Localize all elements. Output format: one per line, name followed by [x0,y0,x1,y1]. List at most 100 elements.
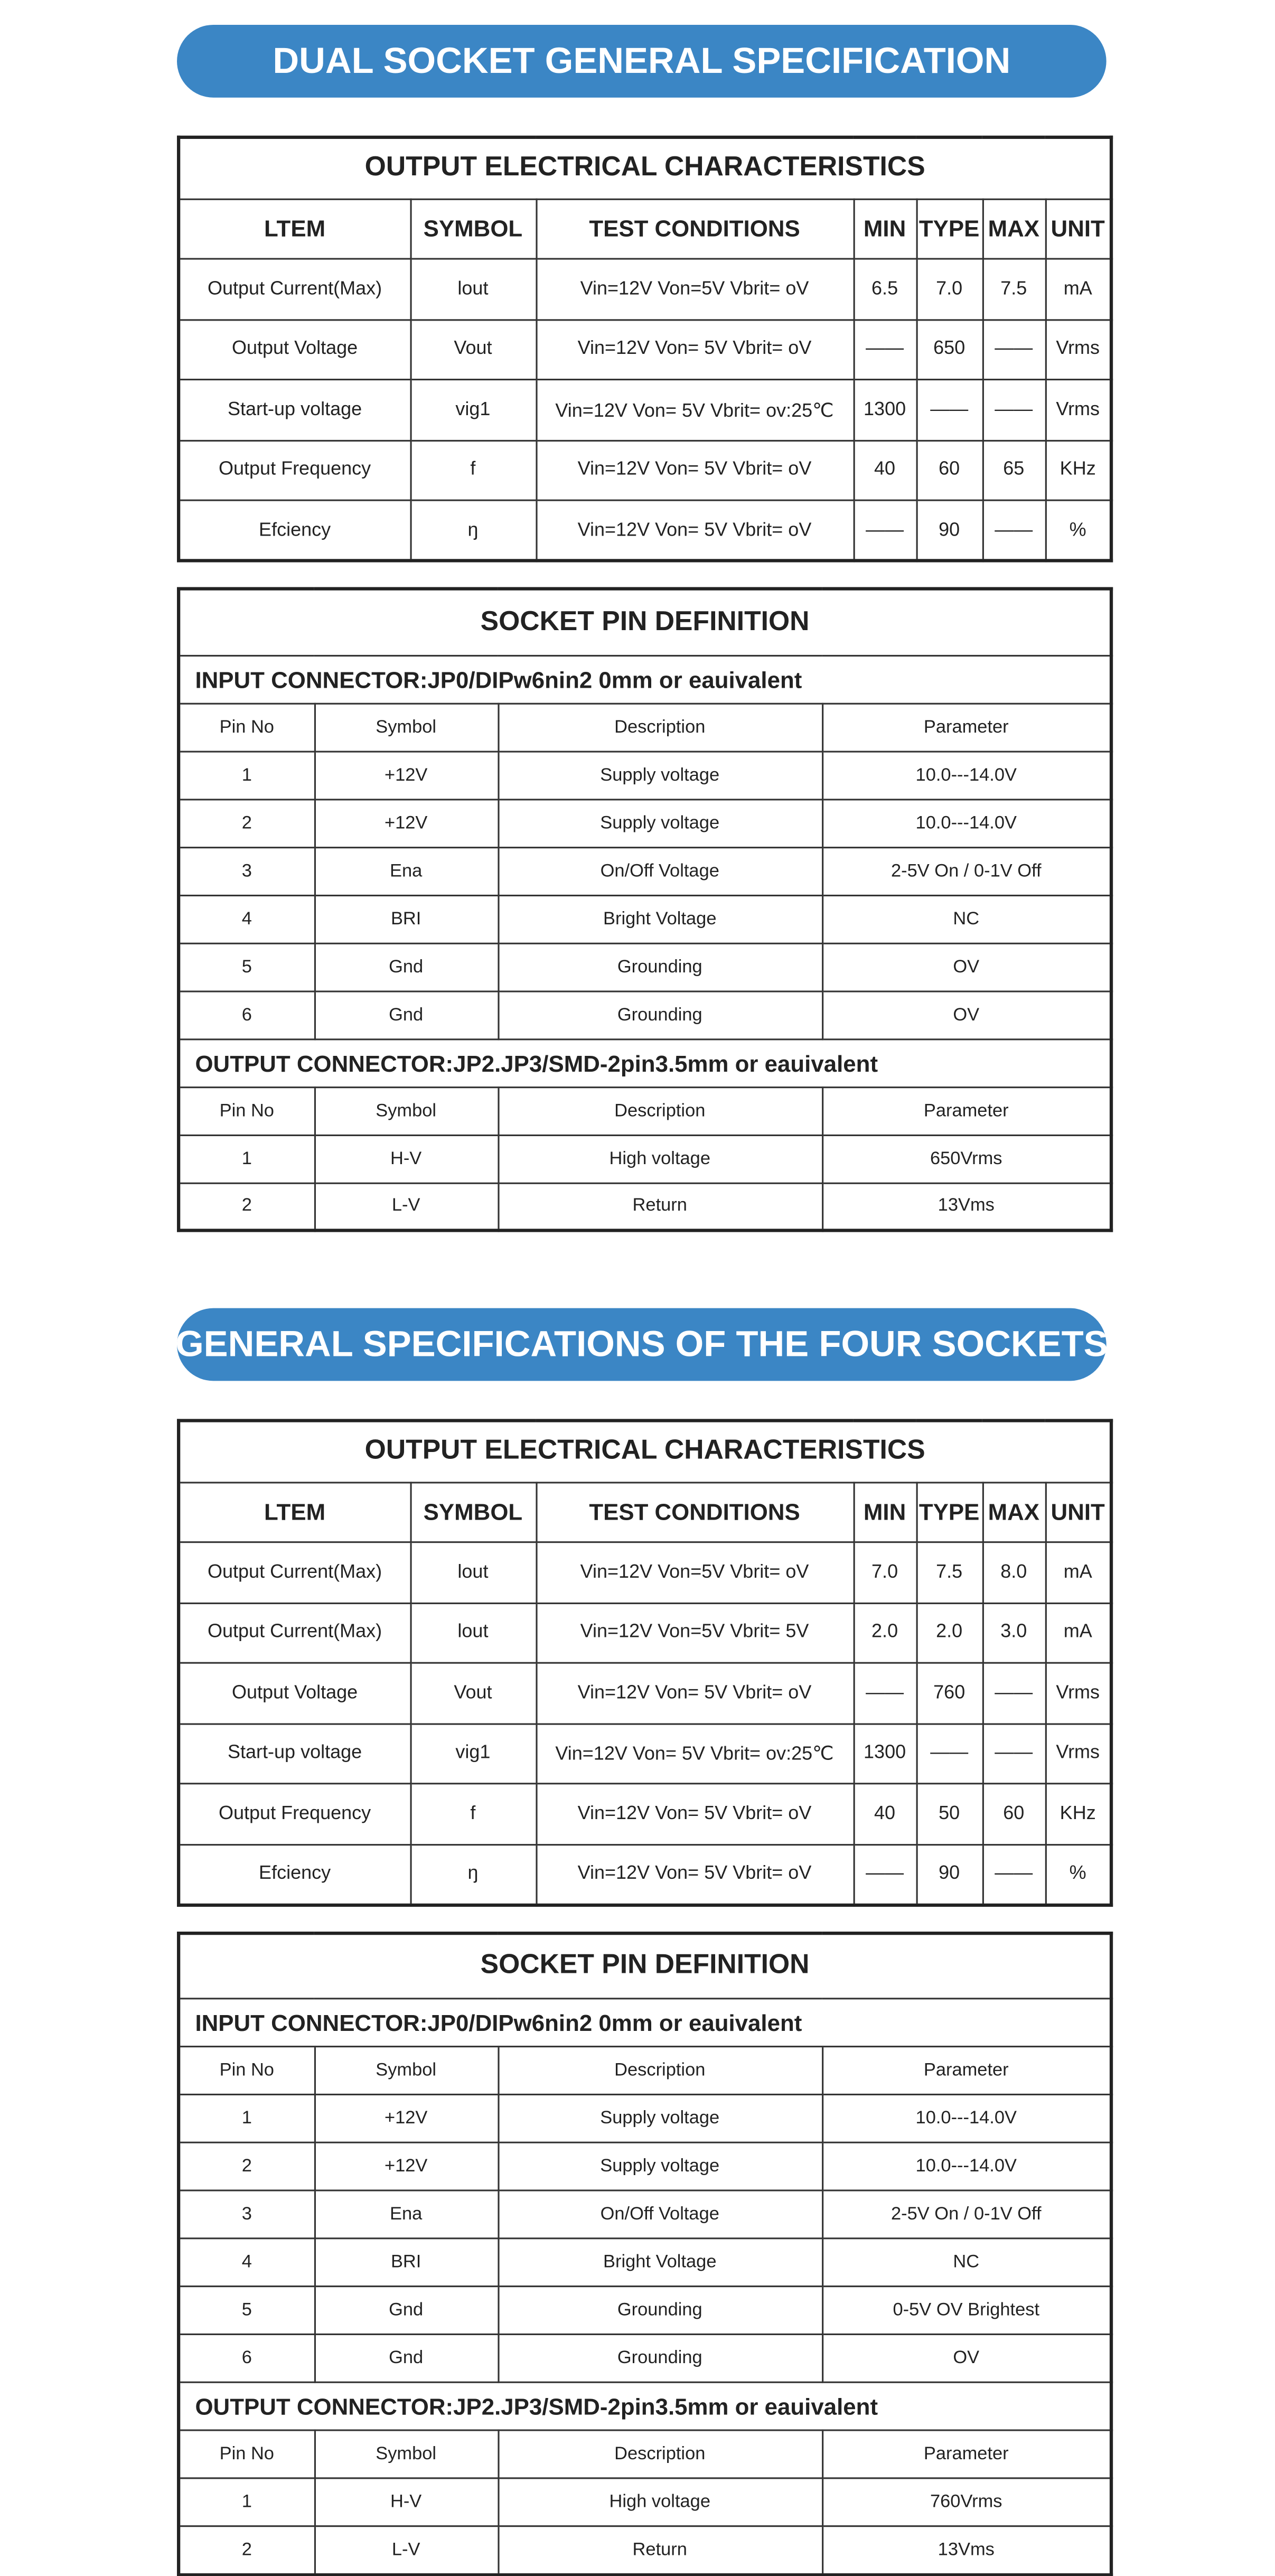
data-row: Start-up voltage vig1 Vin=12V Von= 5V Vbri… [177,379,1112,441]
cell: Vrms [1044,1662,1112,1725]
column-header: Parameter [821,2429,1112,2479]
data-row: 6 Gnd Grounding OV [177,989,1112,1039]
cell: Vout [409,318,537,381]
cell: 13Vms [821,1182,1112,1232]
column-header: Parameter [821,702,1112,752]
header-row: Pin No Symbol Description Parameter [177,1085,1112,1136]
cell: —— [915,379,983,441]
table-title: OUTPUT ELECTRICAL CHARACTERISTICS [177,1419,1112,1483]
cell: 760 [915,1662,983,1725]
heading-row: INPUT CONNECTOR:JP0/DIPw6nin2 0mm or eau… [177,1998,1112,2048]
column-header: Symbol [313,2046,499,2095]
cell: 13Vms [821,2525,1112,2575]
cell: Grounding [496,2333,823,2383]
cell: 760Vrms [821,2477,1112,2527]
cell: BRI [313,894,499,944]
cell: 60 [981,1783,1046,1845]
cell: 7.0 [915,258,983,320]
column-header: Description [496,2046,823,2095]
header-row: LTEM SYMBOL TEST CONDITIONS MIN TYPE MAX UNIT [177,1481,1112,1543]
cell: 4 [177,894,315,944]
table-body: OUTPUT ELECTRICAL CHARACTERISTICS LTEM SYM… [177,136,1112,561]
column-header: UNIT [1044,198,1112,260]
cell: 650 [915,318,983,381]
cell: vig1 [409,379,537,441]
column-header: MAX [981,198,1046,260]
cell: 3 [177,846,315,896]
cell: OV [821,989,1112,1039]
cell: ŋ [409,1843,537,1905]
cell: —— [852,1662,917,1725]
cell: 90 [915,1843,983,1905]
cell: OV [821,942,1112,992]
cell: f [409,1783,537,1845]
title-row: SOCKET PIN DEFINITION [177,588,1112,656]
cell: NC [821,894,1112,944]
cell: 4 [177,2237,315,2288]
cell: Return [496,1182,823,1232]
cell: +12V [313,798,499,848]
cell: Return [496,2525,823,2575]
cell: —— [981,1662,1046,1725]
cell: H-V [313,1134,499,1184]
cell: Supply voltage [496,2093,823,2143]
cell: Bright Voltage [496,2237,823,2288]
column-header: MIN [852,198,917,260]
column-header: LTEM [177,198,411,260]
cell: Supply voltage [496,750,823,800]
column-header: Pin No [177,2429,315,2479]
data-row: 6 Gnd Grounding OV [177,2333,1112,2383]
cell: 50 [915,1783,983,1845]
cell: —— [981,1843,1046,1905]
data-row: Efciency ŋ Vin=12V Von= 5V Vbrit= oV —— 90 ——… [177,1843,1112,1905]
data-row: 5 Gnd Grounding OV [177,942,1112,992]
column-header: TYPE [915,198,983,260]
cell: 10.0---14.0V [821,2141,1112,2191]
cell: mA [1044,1541,1112,1604]
data-row: 1 +12V Supply voltage 10.0---14.0V [177,2093,1112,2143]
cell: —— [981,318,1046,381]
column-header: Pin No [177,702,315,752]
column-header: MIN [852,1481,917,1543]
cell: 1 [177,750,315,800]
cell: % [1044,1843,1112,1905]
data-row: Output Current(Max) lout Vin=12V Von=5V Vb… [177,1601,1112,1664]
cell: Start-up voltage [177,379,411,441]
data-row: 2 +12V Supply voltage 10.0---14.0V [177,2141,1112,2191]
cell: NC [821,2237,1112,2288]
column-header: TEST CONDITIONS [535,198,855,260]
column-header: Description [496,702,823,752]
header-row: Pin No Symbol Description Parameter [177,2429,1112,2479]
column-header: Parameter [821,2046,1112,2095]
cell: Vrms [1044,379,1112,441]
cell: 3 [177,2189,315,2240]
table-body: SOCKET PIN DEFINITION INPUT CONNECTOR:JP0… [177,1932,1112,2575]
cell: 7.5 [981,258,1046,320]
cell: 6 [177,2333,315,2383]
electrical-table: OUTPUT ELECTRICAL CHARACTERISTICS LTEM SYM… [177,135,1113,563]
cell: f [409,439,537,501]
cell: 1300 [852,1722,917,1785]
cell: Ena [313,2189,499,2240]
cell: BRI [313,2237,499,2288]
cell: —— [852,1843,917,1905]
data-row: 3 Ena On/Off Voltage 2-5V On / 0-1V Off [177,2189,1112,2240]
cell: 2-5V On / 0-1V Off [821,846,1112,896]
cell: Vin=12V Von= 5V Vbrit= oV [535,1662,855,1725]
column-header: SYMBOL [409,198,537,260]
cell: 8.0 [981,1541,1046,1604]
cell: Vin=12V Von= 5V Vbrit= ov:25℃ [535,1722,855,1785]
cell: 0-5V OV Brightest [821,2285,1112,2335]
cell: 2 [177,798,315,848]
cell: Grounding [496,2285,823,2335]
pin-table: SOCKET PIN DEFINITION INPUT CONNECTOR:JP0… [177,587,1113,1232]
cell: L-V [313,1182,499,1232]
data-row: 1 H-V High voltage 760Vrms [177,2477,1112,2527]
cell: High voltage [496,2477,823,2527]
cell: 5 [177,2285,315,2335]
title-row: OUTPUT ELECTRICAL CHARACTERISTICS [177,1419,1112,1483]
cell: 10.0---14.0V [821,2093,1112,2143]
cell: 90 [915,499,983,561]
cell: Vin=12V Von= 5V Vbrit= oV [535,318,855,381]
